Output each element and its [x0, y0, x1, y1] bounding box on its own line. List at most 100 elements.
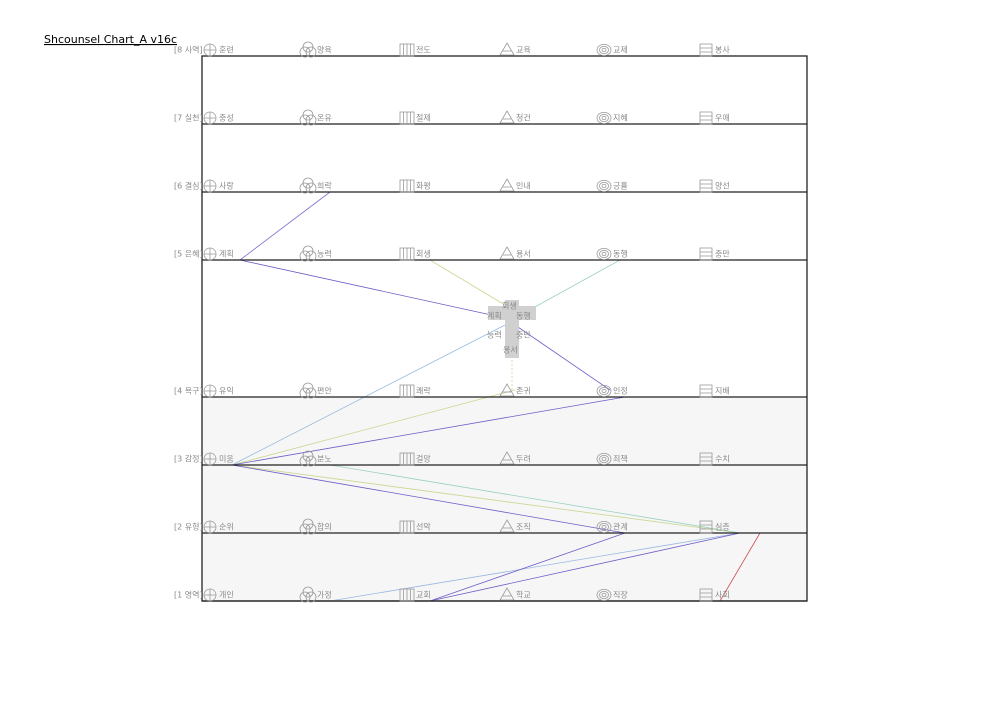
icon-part [601, 388, 607, 393]
icon [699, 384, 713, 398]
link [231, 389, 516, 466]
icon-part [299, 455, 311, 467]
icon-part [699, 43, 713, 57]
icon-part [596, 247, 612, 260]
row-label: [5 은혜] [174, 250, 203, 259]
icon [499, 587, 515, 601]
item-label: 교육 [516, 46, 531, 55]
icon-part [403, 453, 411, 465]
icon [596, 589, 612, 602]
item-label: 학교 [516, 590, 531, 600]
item-label: 수치 [715, 455, 730, 464]
item-label: 인정 [613, 386, 628, 396]
icon-part [700, 47, 712, 53]
icon [499, 246, 515, 260]
link [231, 464, 741, 534]
item-label: 가정 [317, 590, 332, 600]
icon-part [601, 116, 607, 121]
icon-part [596, 452, 612, 465]
item-label: 쾌락 [416, 386, 431, 396]
icon-part [204, 180, 216, 192]
icon-part [596, 179, 612, 192]
icon [596, 521, 612, 534]
center-label: 용서 [503, 346, 518, 355]
icon-part [699, 111, 713, 125]
icon [203, 588, 217, 602]
link [429, 532, 741, 602]
icon-part [299, 182, 311, 194]
icon-part [700, 183, 712, 189]
icon [399, 43, 415, 57]
link [231, 464, 626, 534]
icon [596, 112, 612, 125]
item-label: 관계 [613, 522, 628, 532]
icon [596, 384, 612, 397]
icon [499, 451, 515, 465]
item-label: 사회 [715, 591, 730, 600]
icon [499, 383, 515, 397]
icon [299, 109, 317, 126]
row-label: [2 유형] [174, 523, 203, 532]
link [429, 532, 626, 602]
icon-part [601, 525, 607, 530]
item-label: 용서 [516, 250, 531, 259]
icon-part [204, 589, 216, 601]
item-label: 개인 [219, 590, 234, 600]
icon-part [599, 523, 609, 532]
icon-part [499, 519, 515, 533]
center-label: 회생 [502, 301, 517, 311]
icon-part [403, 589, 411, 601]
icon-part [601, 251, 607, 256]
center-label: 충만 [516, 331, 531, 340]
item-label: 분노 [317, 455, 332, 464]
item-label: 존귀 [516, 386, 531, 396]
icon-part [499, 246, 515, 260]
icon [299, 450, 317, 467]
icon [299, 518, 317, 535]
icon-part [204, 521, 216, 533]
item-label: 미움 [219, 455, 234, 464]
icon [399, 520, 415, 534]
icon-part [700, 524, 712, 530]
center-node: 회생 계획 동행 능력 충만 용서 [487, 300, 536, 358]
item-label: 사랑 [219, 181, 234, 191]
item-label: 전도 [416, 45, 431, 55]
row-label: [8 사역] [174, 45, 203, 55]
row-label: [1 영역] [174, 590, 203, 600]
icon [699, 452, 713, 466]
bands [201, 55, 808, 602]
link [514, 324, 611, 391]
icon-part [305, 387, 317, 399]
icon-part [305, 455, 317, 467]
icon [399, 247, 415, 261]
icon-part [601, 593, 607, 598]
icon-part [700, 456, 712, 462]
icon-part [699, 384, 713, 398]
icon-part [204, 248, 216, 260]
icon-part [403, 248, 411, 260]
icon-part [403, 521, 411, 533]
item-label: 능력 [317, 249, 332, 259]
icon-part [601, 183, 607, 188]
row-label: [6 결심] [174, 181, 203, 191]
icon-part [700, 115, 712, 121]
icon [699, 179, 713, 193]
link [719, 532, 761, 602]
row-label: [7 실천] [174, 113, 203, 123]
item-label: 양육 [317, 46, 332, 55]
icon-part [204, 385, 216, 397]
icon-part [305, 182, 317, 194]
icon-part [599, 46, 609, 55]
shaded-band [202, 397, 807, 601]
link [231, 324, 506, 466]
item-label: 지혜 [613, 114, 628, 123]
row-label: [4 욕구] [174, 387, 203, 396]
item-label: 동행 [613, 249, 628, 259]
link [239, 259, 506, 319]
icon-part [699, 588, 713, 602]
icon-part [499, 587, 515, 601]
link [329, 532, 741, 602]
link [239, 191, 331, 261]
item-label: 조직 [516, 522, 531, 532]
icon-part [596, 589, 612, 602]
